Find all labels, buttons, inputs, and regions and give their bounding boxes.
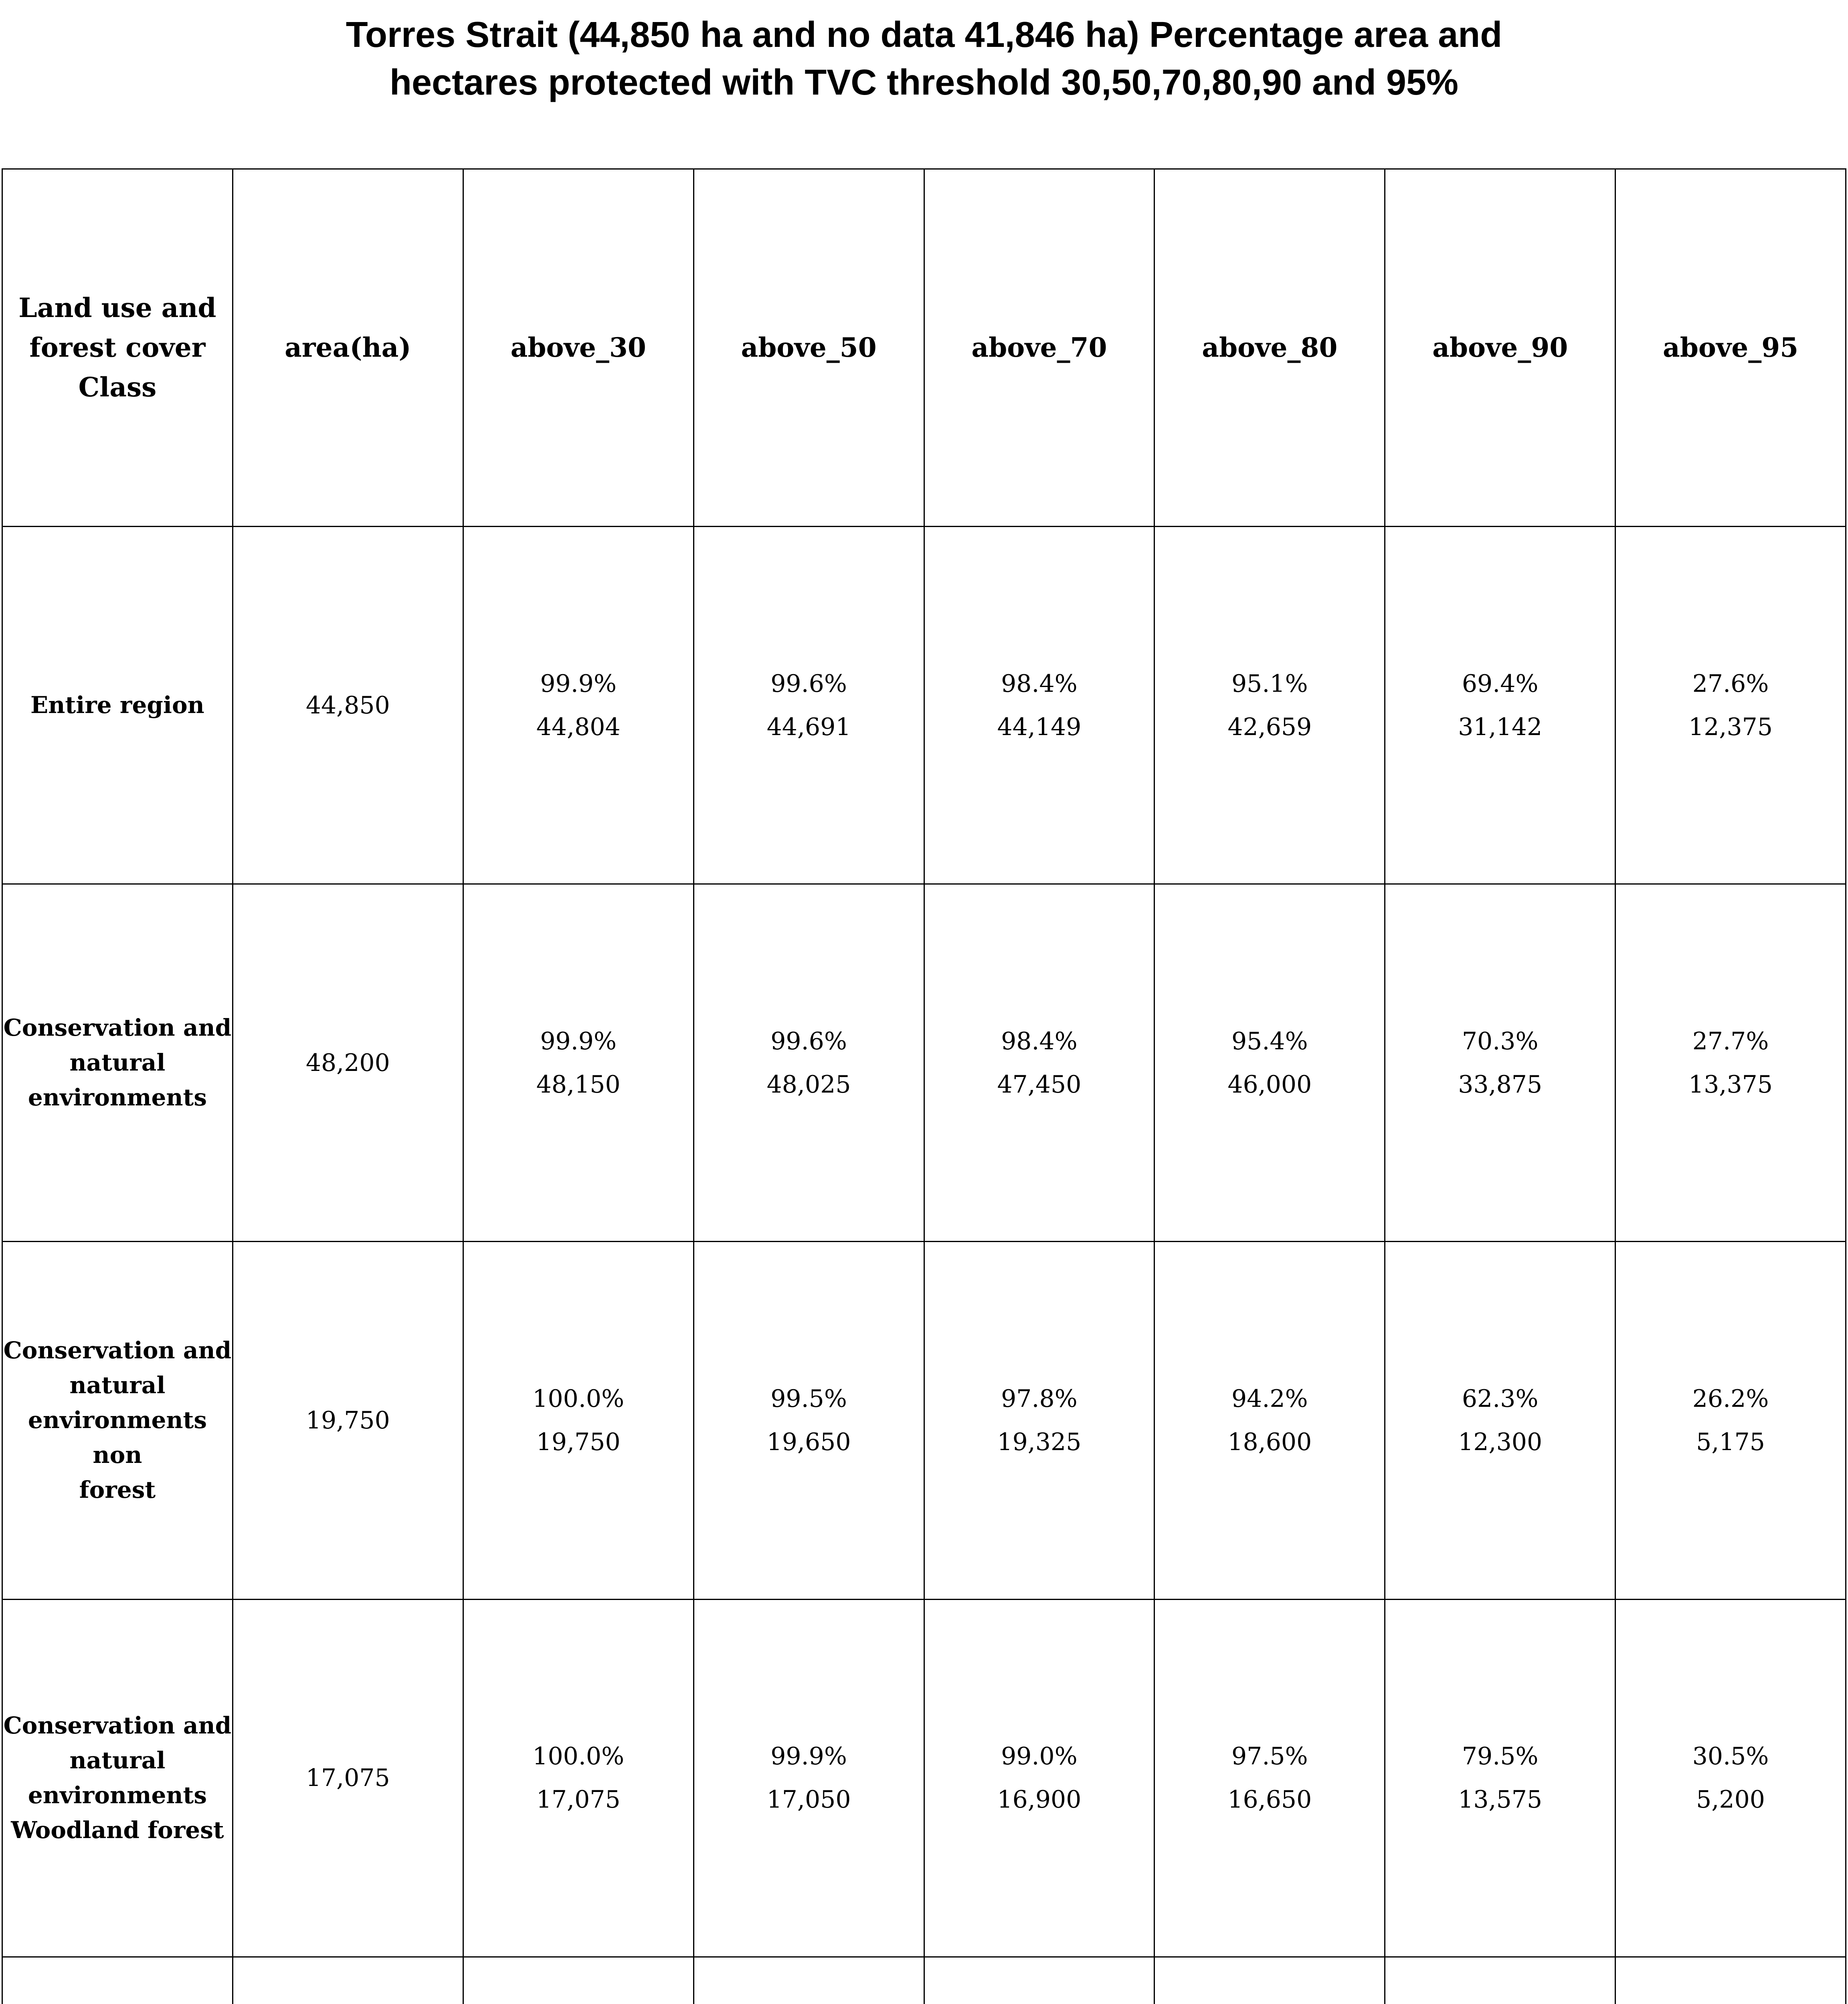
cell-above-30: 100.0% 17,075 [462, 1598, 694, 1958]
cell-above-80: 94.5% 10,750 [1154, 1956, 1386, 2004]
data-table: Land use and forest cover Class area(ha)… [2, 168, 1846, 2004]
cell-area: 48,200 [232, 883, 464, 1242]
cell-above-95: 26.2% 5,175 [1615, 1241, 1846, 1600]
column-header-above-95: above_95 [1615, 168, 1846, 527]
cell-area: 17,075 [232, 1598, 464, 1958]
cell-above-70: 97.8% 19,325 [923, 1241, 1155, 1600]
table-row: Conservation and natural environments 48… [2, 883, 1846, 1242]
cell-area: 44,850 [232, 525, 464, 885]
cell-above-80: 97.5% 16,650 [1154, 1598, 1386, 1958]
cell-above-95: 30.5% 5,200 [1615, 1598, 1846, 1958]
row-label: Conservation and natural environments [2, 883, 233, 1242]
cell-area: 11,375 [232, 1956, 464, 2004]
cell-above-50: 99.6% 11,325 [693, 1956, 925, 2004]
figure-title: Torres Strait (44,850 ha and no data 41,… [346, 15, 1502, 103]
cell-above-90: 62.3% 12,300 [1384, 1241, 1616, 1600]
cell-above-70: 98.4% 44,149 [923, 525, 1155, 885]
table-row: Conservation and natural environments Wo… [2, 1598, 1846, 1958]
cell-above-50: 99.9% 17,050 [693, 1598, 925, 1958]
row-label: Conservation and natural environments no… [2, 1241, 233, 1600]
cell-above-80: 94.2% 18,600 [1154, 1241, 1386, 1600]
column-header-above-90: above_90 [1384, 168, 1616, 527]
cell-above-50: 99.6% 48,025 [693, 883, 925, 1242]
table-row: Entire region 44,850 99.9% 44,804 99.6% … [2, 525, 1846, 885]
cell-above-70: 98.4% 47,450 [923, 883, 1155, 1242]
cell-above-90: 69.4% 31,142 [1384, 525, 1616, 885]
cell-above-30: 100.0% 19,750 [462, 1241, 694, 1600]
cell-above-70: 98.7% 11,225 [923, 1956, 1155, 2004]
column-header-above-30: above_30 [462, 168, 694, 527]
cell-above-80: 95.1% 42,659 [1154, 525, 1386, 885]
cell-above-30: 99.9% 44,804 [462, 525, 694, 885]
column-header-area: area(ha) [232, 168, 464, 527]
cell-above-90: 70.3% 8,000 [1384, 1956, 1616, 2004]
cell-above-95: 26.4% 3,000 [1615, 1956, 1846, 2004]
row-label: Entire region [2, 525, 233, 885]
cell-above-30: 99.6% 11,325 [462, 1956, 694, 2004]
cell-above-95: 27.6% 12,375 [1615, 525, 1846, 885]
cell-above-90: 79.5% 13,575 [1384, 1598, 1616, 1958]
row-label: Conservation and natural environments Wo… [2, 1598, 233, 1958]
header-row: Land use and forest cover Class area(ha)… [2, 168, 1846, 527]
cell-above-50: 99.6% 44,691 [693, 525, 925, 885]
column-header-class: Land use and forest cover Class [2, 168, 233, 527]
cell-above-70: 99.0% 16,900 [923, 1598, 1155, 1958]
column-header-above-70: above_70 [923, 168, 1155, 527]
cell-area: 19,750 [232, 1241, 464, 1600]
cell-above-30: 99.9% 48,150 [462, 883, 694, 1242]
cell-above-95: 27.7% 13,375 [1615, 883, 1846, 1242]
table-row: Conservation and natural environments no… [2, 1241, 1846, 1600]
column-header-above-50: above_50 [693, 168, 925, 527]
column-header-above-80: above_80 [1154, 168, 1386, 527]
cell-above-90: 70.3% 33,875 [1384, 883, 1616, 1242]
table-row: Conservation and natural environments Fo… [2, 1956, 1846, 2004]
cell-above-80: 95.4% 46,000 [1154, 883, 1386, 1242]
cell-above-50: 99.5% 19,650 [693, 1241, 925, 1600]
row-label: Conservation and natural environments Fo… [2, 1956, 233, 2004]
